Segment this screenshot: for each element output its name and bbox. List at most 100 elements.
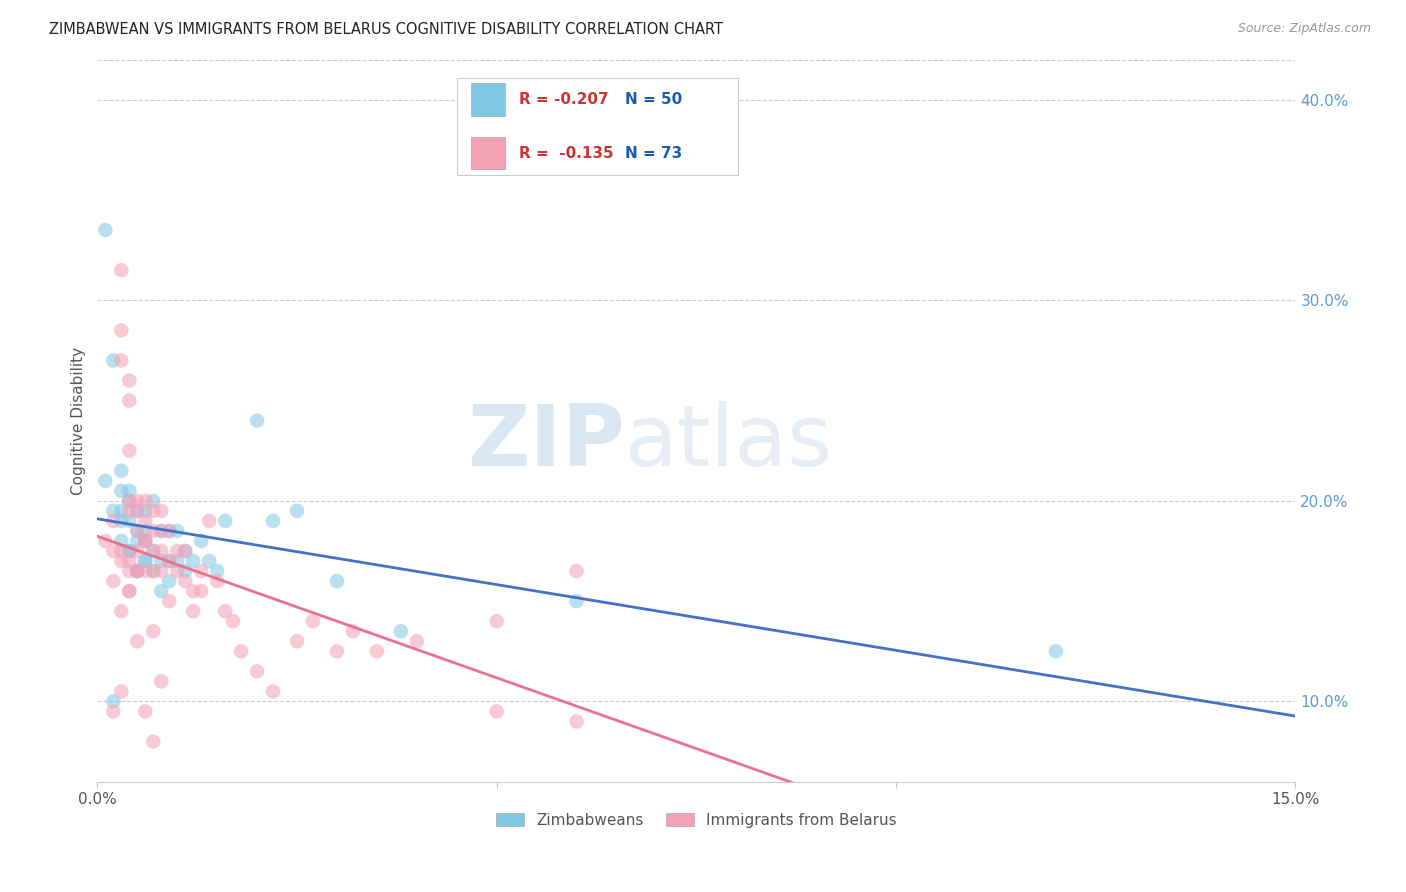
Point bbox=[150, 554, 173, 568]
Point bbox=[190, 564, 212, 578]
Point bbox=[110, 533, 132, 548]
Point bbox=[190, 533, 212, 548]
Point bbox=[103, 694, 125, 708]
Point bbox=[118, 584, 141, 599]
Point bbox=[118, 483, 141, 498]
Point bbox=[262, 514, 284, 528]
Point bbox=[110, 323, 132, 337]
Text: atlas: atlas bbox=[624, 401, 832, 483]
Point bbox=[366, 644, 388, 658]
Point bbox=[127, 564, 149, 578]
Text: ZIMBABWEAN VS IMMIGRANTS FROM BELARUS COGNITIVE DISABILITY CORRELATION CHART: ZIMBABWEAN VS IMMIGRANTS FROM BELARUS CO… bbox=[49, 22, 723, 37]
Y-axis label: Cognitive Disability: Cognitive Disability bbox=[72, 347, 86, 495]
Point bbox=[110, 684, 132, 698]
Point bbox=[134, 533, 156, 548]
Point bbox=[142, 564, 165, 578]
Point bbox=[181, 604, 204, 618]
Point bbox=[485, 705, 508, 719]
Point bbox=[214, 514, 236, 528]
Point bbox=[142, 624, 165, 639]
Point bbox=[118, 544, 141, 558]
Point bbox=[229, 644, 252, 658]
Point bbox=[205, 574, 228, 588]
Point bbox=[157, 554, 180, 568]
Point bbox=[326, 644, 349, 658]
Point bbox=[166, 554, 188, 568]
Point bbox=[150, 564, 173, 578]
Point bbox=[127, 564, 149, 578]
Point bbox=[134, 705, 156, 719]
Point bbox=[565, 714, 588, 729]
FancyBboxPatch shape bbox=[457, 78, 738, 175]
Point bbox=[485, 614, 508, 628]
Point bbox=[103, 353, 125, 368]
Point bbox=[142, 504, 165, 518]
Point bbox=[118, 493, 141, 508]
Point bbox=[110, 514, 132, 528]
Point bbox=[326, 574, 349, 588]
Point bbox=[118, 514, 141, 528]
Point bbox=[405, 634, 427, 648]
Point bbox=[262, 684, 284, 698]
Point bbox=[157, 524, 180, 538]
Point bbox=[118, 584, 141, 599]
Point bbox=[110, 504, 132, 518]
Point bbox=[134, 493, 156, 508]
Point bbox=[285, 504, 308, 518]
Point bbox=[142, 493, 165, 508]
Point bbox=[110, 353, 132, 368]
Text: R = -0.207: R = -0.207 bbox=[519, 92, 609, 107]
Point bbox=[174, 564, 197, 578]
Point bbox=[157, 524, 180, 538]
Point bbox=[110, 263, 132, 277]
Point bbox=[127, 564, 149, 578]
Point bbox=[134, 514, 156, 528]
Point bbox=[103, 544, 125, 558]
Point bbox=[118, 544, 141, 558]
Point bbox=[110, 544, 132, 558]
Bar bbox=[471, 137, 505, 169]
Point bbox=[565, 564, 588, 578]
Point bbox=[142, 564, 165, 578]
Point bbox=[134, 564, 156, 578]
Point bbox=[285, 634, 308, 648]
Point bbox=[110, 464, 132, 478]
Point bbox=[166, 564, 188, 578]
Point bbox=[302, 614, 325, 628]
Point bbox=[134, 504, 156, 518]
Point bbox=[150, 504, 173, 518]
Text: ZIP: ZIP bbox=[467, 401, 624, 483]
Point bbox=[142, 544, 165, 558]
Point bbox=[565, 594, 588, 608]
Point bbox=[198, 554, 221, 568]
Point bbox=[127, 533, 149, 548]
Point bbox=[246, 665, 269, 679]
Point bbox=[134, 533, 156, 548]
Point bbox=[127, 524, 149, 538]
Point bbox=[174, 544, 197, 558]
Point bbox=[134, 554, 156, 568]
Point bbox=[118, 564, 141, 578]
Point bbox=[118, 493, 141, 508]
Point bbox=[246, 414, 269, 428]
Point bbox=[118, 443, 141, 458]
Point bbox=[166, 544, 188, 558]
Point bbox=[127, 544, 149, 558]
Text: R =  -0.135: R = -0.135 bbox=[519, 145, 613, 161]
Point bbox=[94, 474, 117, 488]
Point bbox=[214, 604, 236, 618]
Point bbox=[181, 584, 204, 599]
Point bbox=[142, 734, 165, 748]
Point bbox=[127, 504, 149, 518]
Point bbox=[150, 584, 173, 599]
Point bbox=[103, 705, 125, 719]
Point bbox=[157, 594, 180, 608]
Point bbox=[150, 674, 173, 689]
Point bbox=[1045, 644, 1067, 658]
Text: Source: ZipAtlas.com: Source: ZipAtlas.com bbox=[1237, 22, 1371, 36]
Point bbox=[181, 554, 204, 568]
Point bbox=[190, 584, 212, 599]
Point bbox=[118, 393, 141, 408]
Point bbox=[134, 554, 156, 568]
Point bbox=[389, 624, 412, 639]
